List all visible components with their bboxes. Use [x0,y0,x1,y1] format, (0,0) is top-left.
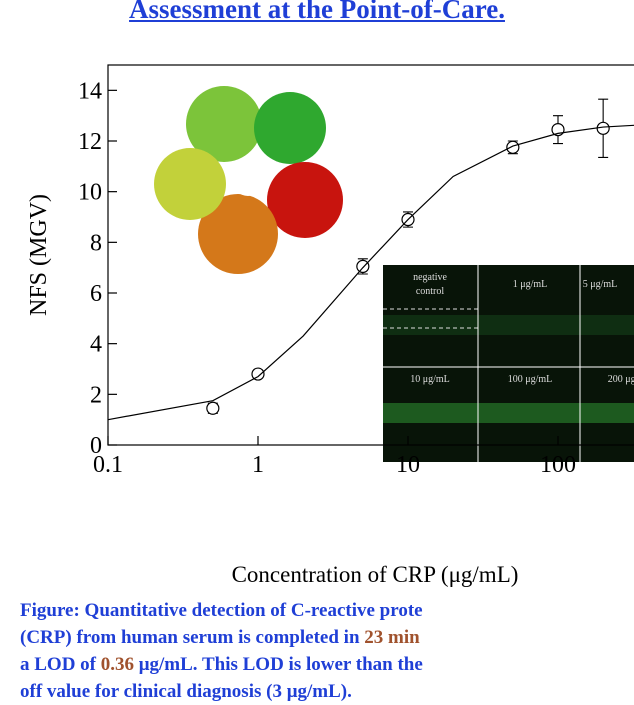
y-tick-label: 12 [78,129,102,155]
inset-label: 10 μg/mL [410,374,450,385]
inset-label: negative [413,272,447,283]
y-tick-label: 4 [90,332,102,358]
caption-text: off value for clinical diagnosis (3 μg/m… [20,681,352,702]
inset-label: control [416,286,445,297]
inset-label: 100 μg/mL [508,374,553,385]
caption-line: off value for clinical diagnosis (3 μg/m… [20,678,634,705]
inset-label: 200 μg/mL [608,374,634,385]
x-tick-label: 10 [396,452,420,478]
chart: 0 2 4 6 8 10 12 14 0.1 1 10 100 Concentration of CRP… [26,64,634,587]
caption-line: a LOD of 0.36 μg/mL. This LOD is lower t… [20,651,634,678]
x-axis-label: Concentration of CRP (μg/mL) [232,562,519,587]
data-point [596,121,610,135]
y-tick-label: 14 [78,78,102,104]
y-tick-label: 0 [90,433,102,459]
caption-text: μg/mL. This LOD is lower than the [134,654,423,675]
fluorescence-inset [383,265,634,462]
y-tick-label: 6 [90,281,102,307]
y-tick-label: 8 [90,230,102,256]
caption-line: (CRP) from human serum is completed in 2… [20,624,634,651]
data-point [206,401,220,415]
caption-text: (CRP) from human serum is completed in [20,627,365,648]
protein-illustration [154,86,343,274]
y-tick-label: 10 [78,180,102,206]
caption-text: Figure: Quantitative detection of C-reac… [20,600,423,621]
x-tick-label: 1 [252,452,264,478]
caption-line: Figure: Quantitative detection of C-reac… [20,597,634,624]
data-point [251,367,265,381]
x-tick-label: 100 [540,452,576,478]
y-tick-label: 2 [90,382,102,408]
fit-line [107,124,634,421]
data-point [506,140,520,154]
page-title: Assessment at the Point-of-Care. [129,0,505,24]
x-tick-label: 0.1 [93,452,123,478]
caption-text: 0.36 [100,654,134,675]
caption-text: a LOD of [20,654,101,675]
y-axis-label: NFS (MGV) [26,194,52,316]
data-point [356,259,370,273]
inset-label: 5 μg/mL [583,279,618,290]
caption-text: 23 min [364,627,420,648]
caption: Figure: Quantitative detection of C-reac… [20,597,634,705]
inset-label: 1 μg/mL [513,279,548,290]
